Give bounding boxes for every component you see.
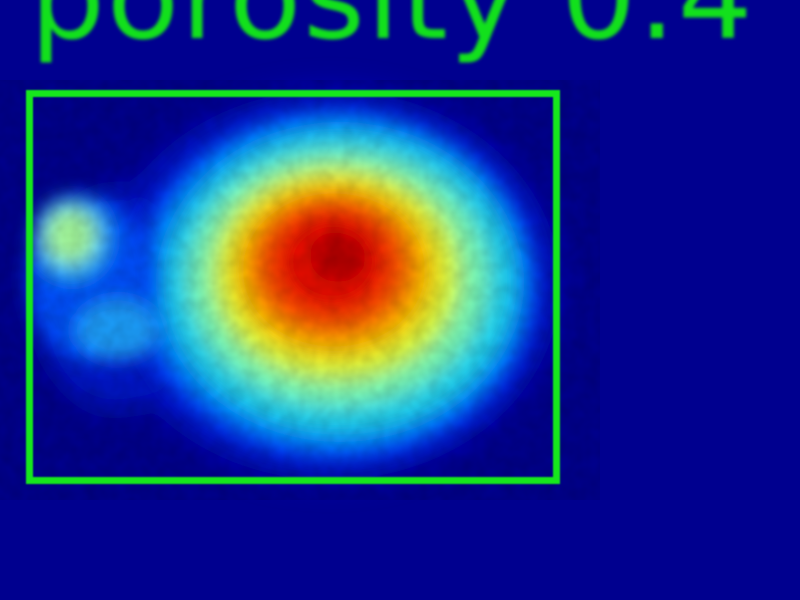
detection-box bbox=[26, 90, 560, 484]
porosity-label: porosity 0.4 bbox=[30, 0, 755, 56]
noise-texture bbox=[0, 80, 600, 500]
